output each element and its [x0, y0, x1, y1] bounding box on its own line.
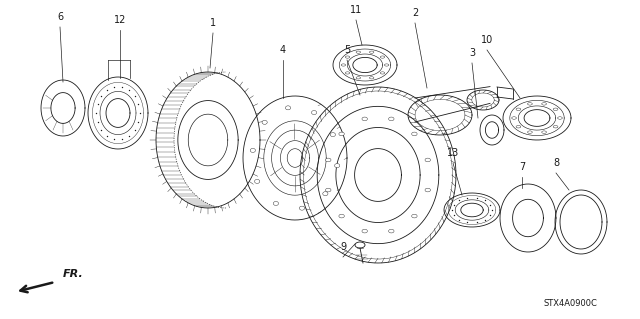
- Text: FR.: FR.: [63, 269, 84, 279]
- Ellipse shape: [362, 229, 367, 233]
- Ellipse shape: [326, 188, 331, 192]
- Text: 12: 12: [114, 15, 126, 25]
- Ellipse shape: [335, 164, 340, 167]
- Ellipse shape: [425, 158, 431, 162]
- Ellipse shape: [285, 106, 291, 110]
- Ellipse shape: [300, 206, 305, 210]
- Ellipse shape: [339, 214, 344, 218]
- Ellipse shape: [330, 133, 335, 137]
- Ellipse shape: [326, 158, 331, 162]
- Text: 13: 13: [447, 148, 459, 158]
- Ellipse shape: [412, 214, 417, 218]
- Ellipse shape: [255, 179, 260, 183]
- Ellipse shape: [262, 120, 268, 124]
- Text: 7: 7: [519, 162, 525, 172]
- Ellipse shape: [250, 148, 255, 152]
- Ellipse shape: [388, 117, 394, 121]
- Ellipse shape: [312, 110, 317, 115]
- Text: 10: 10: [481, 35, 493, 45]
- Ellipse shape: [412, 132, 417, 136]
- Text: 6: 6: [57, 12, 63, 22]
- Ellipse shape: [355, 242, 365, 248]
- Text: 2: 2: [412, 8, 418, 18]
- Text: 4: 4: [280, 45, 286, 55]
- Ellipse shape: [273, 201, 278, 205]
- Ellipse shape: [425, 188, 431, 192]
- Ellipse shape: [362, 117, 367, 121]
- Ellipse shape: [388, 229, 394, 233]
- Ellipse shape: [339, 132, 344, 136]
- Text: 11: 11: [350, 5, 362, 15]
- Text: STX4A0900C: STX4A0900C: [543, 299, 597, 308]
- Text: 1: 1: [210, 18, 216, 28]
- Text: 5: 5: [344, 45, 350, 55]
- Ellipse shape: [323, 192, 328, 196]
- Text: 3: 3: [469, 48, 475, 58]
- Text: 9: 9: [340, 242, 346, 252]
- Text: 8: 8: [553, 158, 559, 168]
